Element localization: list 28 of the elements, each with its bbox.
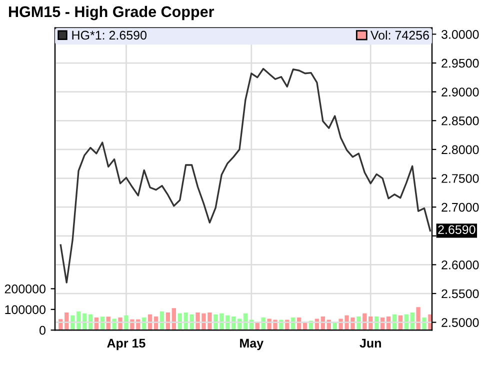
bar [422, 317, 426, 330]
y2-tick-label: 2.6000 [442, 260, 479, 270]
bar [261, 317, 266, 330]
y2-tick-label: 2.8500 [442, 116, 479, 126]
y2-tick-label: 2.5000 [442, 318, 479, 327]
legend-label: HG*1: 2.6590 [72, 30, 147, 40]
y-tick-label: 0 [40, 326, 46, 335]
line-series [60, 68, 432, 284]
bar [356, 316, 361, 330]
y2-tick-label: 2.9000 [442, 88, 479, 96]
x-tick-label: Apr 15 [107, 338, 146, 350]
y2-tick-label: 2.8000 [442, 145, 479, 154]
bar [124, 315, 128, 330]
legend-label: Vol: 74256 [370, 30, 429, 40]
y-tick-label: 100000 [5, 305, 46, 314]
chart-title: HGM15 - High Grade Copper [9, 6, 214, 20]
text: 2.6590 [438, 225, 476, 234]
x-tick-label: May [240, 338, 264, 350]
y2-tick-label: 2.7000 [442, 202, 479, 212]
y2-tick-label: 2.5500 [442, 289, 479, 298]
bar [112, 318, 116, 330]
y2-tick-label: 3.0000 [442, 30, 479, 39]
bar [416, 307, 420, 330]
bar [118, 317, 122, 330]
x-tick-label: Jun [360, 338, 381, 348]
y2-tick-label: 2.9500 [442, 58, 479, 68]
y2-tick-label: 2.7500 [442, 174, 479, 183]
y-tick-label: 200000 [4, 284, 46, 294]
